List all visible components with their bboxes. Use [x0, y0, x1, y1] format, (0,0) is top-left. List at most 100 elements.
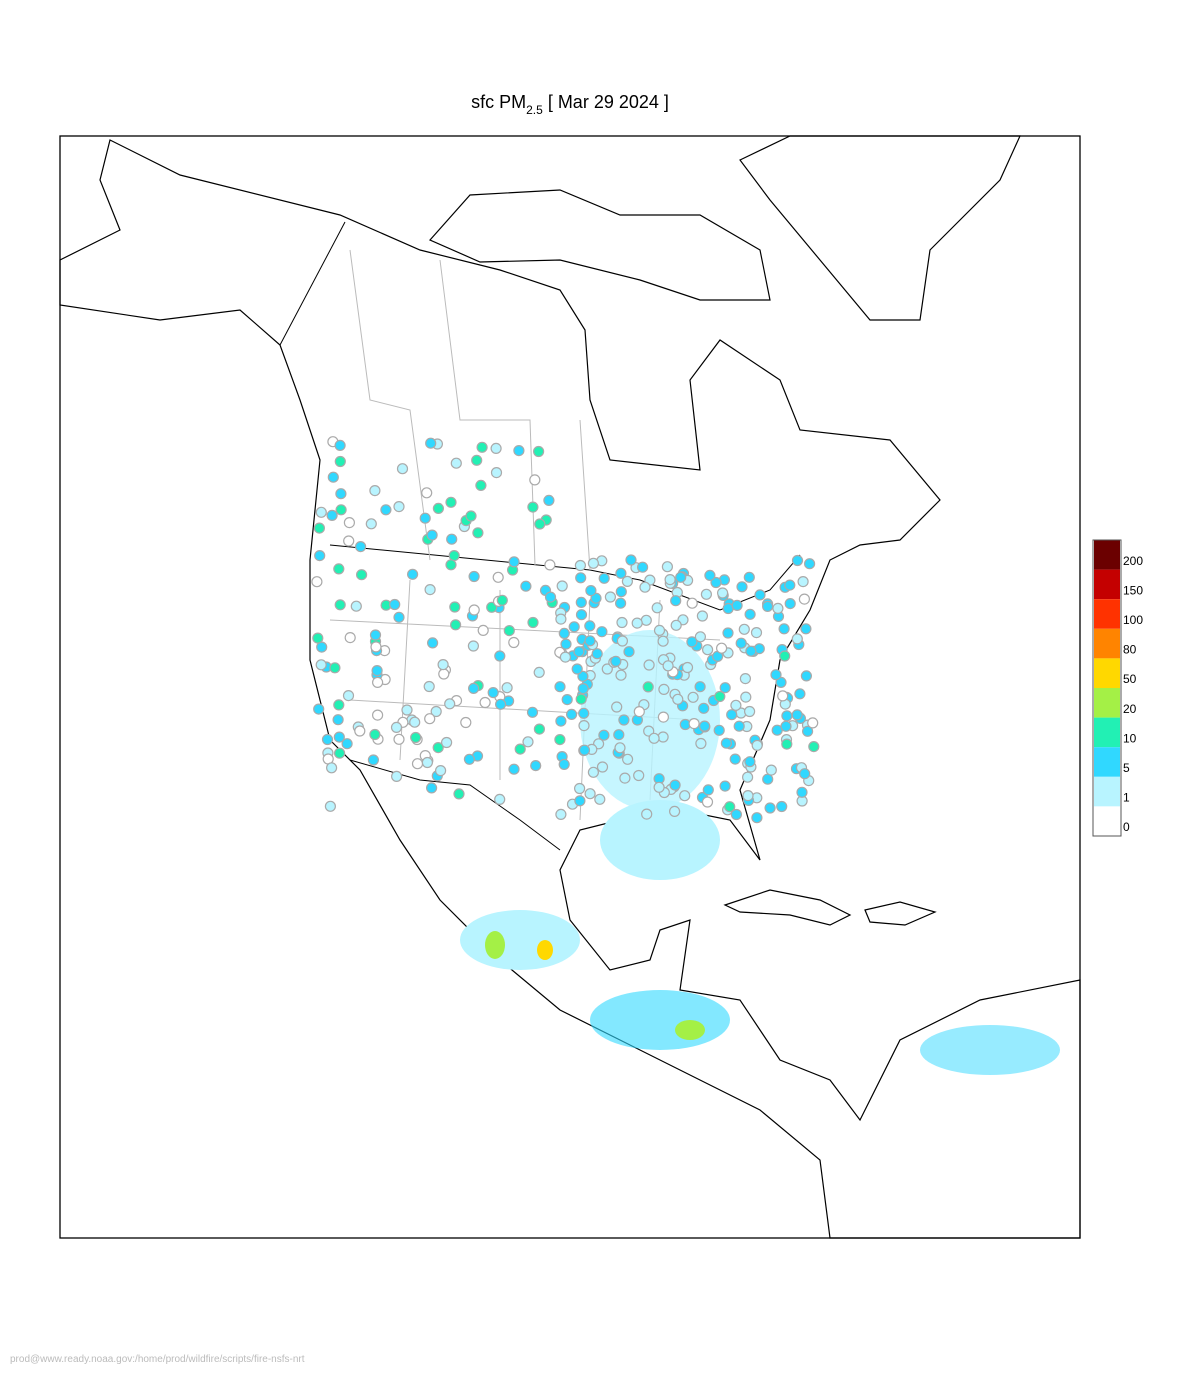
station-dot	[555, 715, 567, 727]
station-dot	[426, 782, 438, 794]
legend-label: 0	[1123, 820, 1130, 834]
station-dot	[465, 510, 477, 522]
station-dot	[468, 570, 480, 583]
station-dot	[365, 518, 377, 530]
station-dot	[657, 635, 669, 647]
station-dot	[411, 758, 424, 770]
venezuela-plume	[920, 1025, 1060, 1075]
station-dot	[324, 800, 336, 812]
station-dot	[601, 663, 613, 675]
station-dot	[739, 672, 752, 685]
station-dot	[335, 504, 347, 516]
station-dot	[424, 583, 436, 596]
station-dot	[332, 714, 344, 726]
station-dot	[372, 676, 384, 689]
station-dot	[585, 584, 597, 597]
station-dot	[686, 636, 698, 648]
station-dot	[590, 592, 602, 604]
legend-label: 200	[1123, 554, 1143, 568]
station-dot	[640, 614, 652, 626]
station-dot	[575, 572, 587, 584]
station-dot	[343, 516, 355, 529]
legend-swatch	[1094, 717, 1120, 748]
station-dot	[800, 623, 812, 635]
station-dot	[575, 596, 587, 609]
station-dot	[621, 753, 634, 765]
station-dot	[596, 626, 608, 638]
station-dot	[476, 441, 488, 453]
station-dot	[334, 439, 346, 451]
station-dot	[698, 720, 711, 732]
title-subscript: 2.5	[526, 103, 543, 117]
station-dot	[784, 579, 796, 591]
station-dot	[726, 709, 738, 721]
legend-label: 100	[1123, 613, 1143, 627]
station-dot	[664, 573, 676, 586]
station-dot	[407, 568, 419, 580]
station-dot	[410, 731, 422, 744]
legend-swatch	[1094, 806, 1120, 836]
station-dot	[342, 689, 355, 702]
station-dot	[389, 598, 401, 611]
legend-swatch	[1094, 569, 1120, 600]
station-dot	[765, 764, 777, 776]
station-dot	[791, 633, 803, 645]
station-dot	[453, 788, 465, 800]
station-dot	[503, 624, 515, 637]
station-dot	[772, 602, 784, 615]
station-dot	[669, 779, 681, 791]
station-dot	[614, 742, 626, 754]
station-dot	[315, 506, 327, 518]
station-dot	[688, 717, 700, 730]
station-dot	[584, 635, 596, 647]
station-dot	[616, 635, 629, 647]
station-dot	[393, 501, 405, 513]
station-dot	[529, 474, 541, 486]
station-dot	[344, 631, 356, 644]
station-dot	[686, 597, 698, 609]
station-dot	[719, 682, 731, 694]
station-dot	[475, 479, 487, 491]
station-dot	[327, 471, 339, 483]
title-suffix: [ Mar 29 2024 ]	[548, 92, 669, 112]
station-dot	[791, 554, 804, 567]
station-dot	[527, 501, 539, 513]
station-dot	[312, 632, 324, 644]
station-dot	[800, 670, 813, 682]
station-dots	[311, 436, 820, 824]
station-dot	[494, 793, 506, 806]
station-dot	[578, 744, 591, 756]
station-dot	[421, 487, 433, 499]
station-dot	[744, 756, 756, 768]
station-dot	[779, 650, 791, 662]
station-dot	[334, 747, 346, 759]
station-dot	[730, 808, 743, 821]
station-dot	[658, 683, 670, 696]
station-dot	[704, 569, 716, 582]
station-dot	[670, 595, 682, 607]
arctic-islands	[429, 189, 771, 301]
station-dot	[770, 669, 782, 681]
station-dot	[751, 739, 763, 752]
station-dot	[657, 711, 670, 723]
station-dot	[311, 576, 323, 588]
station-dot	[329, 662, 341, 674]
hotspot	[675, 1020, 705, 1040]
station-dot	[687, 691, 699, 703]
station-dot	[371, 664, 383, 677]
station-dot	[350, 600, 362, 612]
station-dot	[432, 502, 444, 514]
station-dot	[681, 661, 694, 674]
station-dot	[445, 496, 457, 508]
station-dot	[796, 786, 808, 798]
station-dot	[501, 682, 513, 694]
station-dot	[369, 728, 381, 741]
station-dot	[742, 789, 754, 802]
station-dot	[441, 736, 453, 749]
station-dot	[731, 599, 743, 612]
station-dot	[616, 616, 628, 629]
station-dot	[694, 681, 706, 693]
station-dot	[468, 604, 480, 616]
station-dot	[532, 445, 545, 458]
